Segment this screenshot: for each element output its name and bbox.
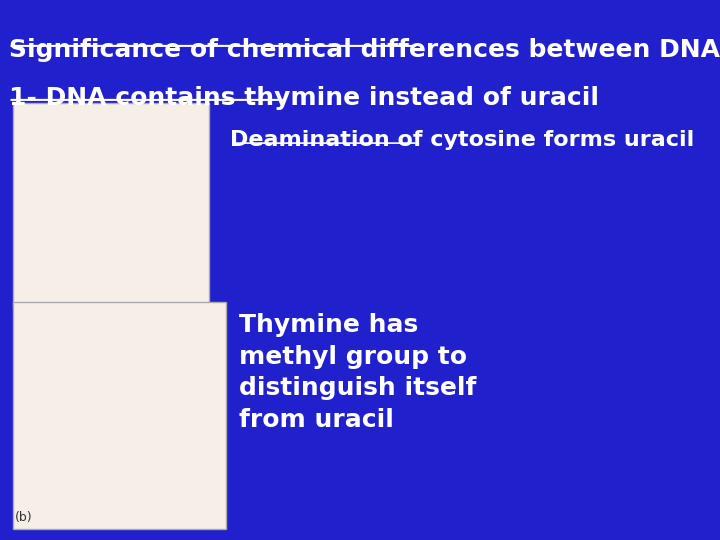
Text: Significance of chemical differences between DNA and RNA: Significance of chemical differences bet… bbox=[9, 38, 720, 62]
FancyBboxPatch shape bbox=[13, 302, 226, 529]
Text: (b): (b) bbox=[15, 511, 32, 524]
FancyBboxPatch shape bbox=[13, 103, 209, 308]
Text: Deamination of cytosine forms uracil: Deamination of cytosine forms uracil bbox=[230, 130, 694, 150]
Text: Thymine has
methyl group to
distinguish itself
from uracil: Thymine has methyl group to distinguish … bbox=[238, 313, 476, 432]
Text: 1- DNA contains thymine instead of uracil: 1- DNA contains thymine instead of uraci… bbox=[9, 86, 598, 110]
